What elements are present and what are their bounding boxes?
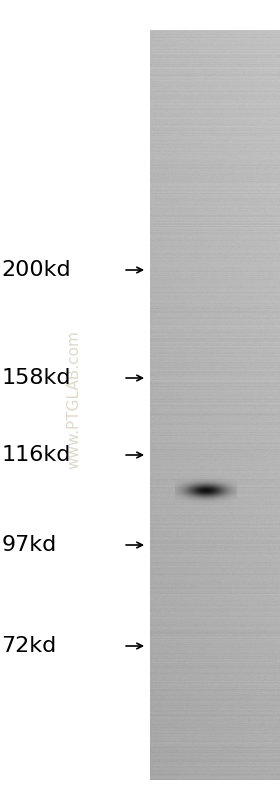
Text: 200kd: 200kd	[1, 260, 71, 280]
Text: www.PTGLAB.com: www.PTGLAB.com	[67, 330, 82, 469]
Text: 116kd: 116kd	[1, 445, 71, 465]
Text: 72kd: 72kd	[1, 636, 57, 656]
Text: 97kd: 97kd	[1, 535, 57, 555]
Text: 158kd: 158kd	[1, 368, 71, 388]
